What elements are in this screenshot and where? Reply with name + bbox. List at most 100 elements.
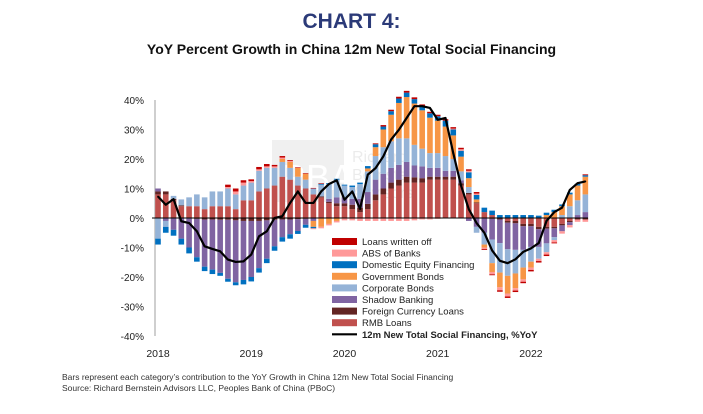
- bar-segment-corporate-bonds: [162, 220, 169, 227]
- bar-segment-rmb-loans: [310, 194, 317, 218]
- bar-segment-corporate-bonds: [411, 144, 418, 166]
- bar-segment-corporate-bonds: [473, 226, 480, 233]
- bar-segment-foreign-currency-loans: [248, 218, 255, 221]
- bar-segment-rmb-loans: [489, 215, 495, 218]
- bar-segment-rmb-loans: [349, 209, 356, 218]
- bar-segment-corporate-bonds: [466, 187, 472, 193]
- bar-segment-loans-written-off: [318, 183, 324, 184]
- bar-segment-domestic-equity-financing: [217, 272, 223, 276]
- line-point: [242, 260, 245, 263]
- bar-segment-foreign-currency-loans: [333, 203, 340, 207]
- y-tick-label: 20%: [124, 155, 144, 166]
- bar-segment-abs-of-banks: [318, 226, 324, 229]
- bar-segment-shadow-banking: [388, 167, 394, 183]
- bar-segment-shadow-banking: [574, 215, 581, 218]
- bar-segment-abs-of-banks: [543, 252, 550, 255]
- bar-segment-shadow-banking: [372, 179, 379, 195]
- bar-segment-foreign-currency-loans: [349, 204, 356, 210]
- bar-segment-foreign-currency-loans: [295, 218, 301, 220]
- bar-segment-rmb-loans: [403, 182, 410, 218]
- bar-segment-domestic-equity-financing: [396, 98, 402, 103]
- bar-segment-abs-of-banks: [357, 218, 363, 221]
- legend-label: Corporate Bonds: [362, 283, 434, 294]
- bar-segment-domestic-equity-financing: [162, 226, 169, 233]
- bar-segment-abs-of-banks: [419, 218, 425, 220]
- bar-segment-rmb-loans: [411, 182, 418, 218]
- line-point: [227, 258, 229, 261]
- bar-segment-foreign-currency-loans: [466, 192, 472, 195]
- bar-segment-domestic-equity-financing: [380, 126, 387, 130]
- bar-segment-foreign-currency-loans: [209, 218, 216, 220]
- bar-segment-abs-of-banks: [271, 166, 278, 168]
- bar-segment-abs-of-banks: [512, 288, 519, 291]
- x-tick-label: 2018: [146, 348, 170, 360]
- bar-segment-foreign-currency-loans: [419, 178, 425, 183]
- bar-segment-foreign-currency-loans: [520, 223, 526, 227]
- bar-segment-rmb-loans: [559, 218, 565, 224]
- bar-segment-corporate-bonds: [178, 199, 185, 206]
- bar-segment-shadow-banking: [240, 220, 247, 280]
- bar-segment-foreign-currency-loans: [473, 202, 480, 204]
- bar-segment-loans-written-off: [512, 290, 519, 293]
- bar-segment-loans-written-off: [287, 160, 293, 162]
- bar-segment-corporate-bonds: [155, 218, 161, 239]
- line-point: [397, 128, 400, 131]
- bar-segment-corporate-bonds: [458, 171, 464, 181]
- bar-segment-government-bonds: [450, 135, 457, 159]
- bar-segment-domestic-equity-financing: [582, 175, 589, 177]
- bar-segment-domestic-equity-financing: [318, 183, 324, 185]
- line-point: [498, 259, 501, 262]
- bar-segment-rmb-loans: [240, 200, 247, 218]
- bar-segment-shadow-banking: [559, 225, 565, 232]
- bar-segment-rmb-loans: [504, 218, 511, 221]
- bar-segment-loans-written-off: [473, 192, 480, 194]
- bar-segment-corporate-bonds: [302, 179, 309, 189]
- bar-segment-loans-written-off: [295, 167, 301, 168]
- bar-segment-corporate-bonds: [326, 184, 332, 199]
- bar-segment-rmb-loans: [396, 185, 402, 218]
- bar-segment-domestic-equity-financing: [442, 120, 449, 127]
- bar-segment-domestic-equity-financing: [574, 183, 581, 186]
- line-point: [553, 211, 556, 214]
- bar-segment-corporate-bonds: [217, 191, 223, 207]
- bar-segment-foreign-currency-loans: [380, 188, 387, 195]
- bar-segment-rmb-loans: [186, 206, 192, 218]
- line-point: [289, 202, 291, 204]
- bar-segment-government-bonds: [295, 167, 301, 177]
- bar-segment-foreign-currency-loans: [567, 220, 573, 223]
- bar-segment-abs-of-banks: [256, 169, 262, 171]
- bar-segment-government-bonds: [318, 218, 324, 227]
- bar-segment-domestic-equity-financing: [256, 268, 262, 273]
- line-point: [405, 117, 408, 119]
- bar-segment-abs-of-banks: [528, 267, 534, 270]
- bar-segment-government-bonds: [528, 261, 534, 268]
- line-point: [180, 220, 183, 223]
- bar-segment-foreign-currency-loans: [512, 220, 519, 224]
- line-point: [522, 251, 525, 253]
- bar-segment-corporate-bonds: [388, 141, 394, 168]
- bar-segment-corporate-bonds: [442, 156, 449, 171]
- bar-segment-abs-of-banks: [232, 191, 239, 195]
- bar-segment-abs-of-banks: [240, 182, 247, 186]
- bar-segment-shadow-banking: [287, 219, 293, 235]
- bar-segment-foreign-currency-loans: [411, 177, 418, 183]
- bar-segment-rmb-loans: [162, 194, 169, 218]
- bar-segment-rmb-loans: [326, 203, 332, 218]
- bar-segment-domestic-equity-financing: [263, 258, 270, 264]
- bar-segment-foreign-currency-loans: [504, 220, 511, 223]
- bar-segment-domestic-equity-financing: [186, 247, 192, 254]
- bar-segment-corporate-bonds: [186, 197, 192, 207]
- bar-segment-corporate-bonds: [497, 243, 503, 273]
- bar-segment-domestic-equity-financing: [287, 234, 293, 239]
- bar-segment-abs-of-banks: [248, 181, 255, 183]
- bar-segment-shadow-banking: [528, 226, 534, 247]
- bar-segment-shadow-banking: [225, 219, 231, 279]
- bar-segment-loans-written-off: [411, 97, 418, 100]
- bar-segment-corporate-bonds: [225, 188, 231, 207]
- bar-segment-rmb-loans: [248, 200, 255, 218]
- bar-segment-shadow-banking: [263, 220, 270, 259]
- bar-segment-abs-of-banks: [279, 157, 286, 159]
- bar-segment-abs-of-banks: [364, 218, 371, 221]
- legend-label: 12m New Total Social Financing, %YoY: [362, 330, 538, 341]
- bar-segment-shadow-banking: [481, 218, 488, 233]
